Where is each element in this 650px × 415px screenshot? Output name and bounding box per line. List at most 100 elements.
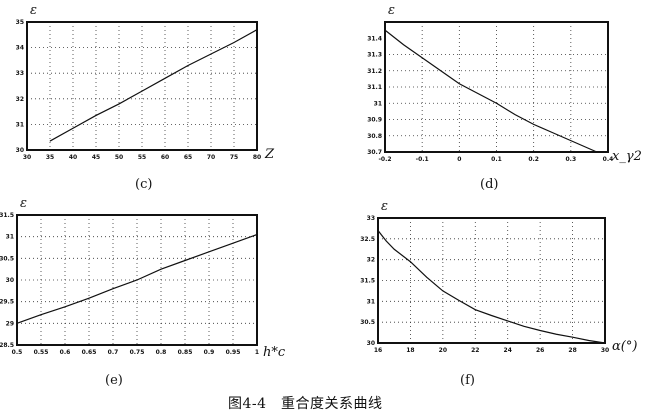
data-point [393, 248, 395, 250]
series-line [49, 29, 258, 142]
data-point [421, 57, 423, 59]
panel-label: (f) [460, 373, 475, 388]
data-point [458, 300, 460, 301]
x-axis-label: α(°) [612, 339, 637, 354]
plot-frame [26, 21, 258, 151]
data-point [539, 330, 541, 331]
x-tick-label: 26 [536, 347, 544, 354]
plot-frame [377, 217, 606, 344]
y-tick-label: 31.5 [360, 278, 375, 285]
y-tick-label: 30.8 [367, 133, 382, 140]
data-point [570, 140, 572, 141]
y-tick-label: 30 [6, 277, 14, 284]
data-point [442, 290, 444, 292]
x-tick-label: 28 [568, 347, 576, 354]
y-tick-label: 30 [367, 340, 375, 347]
x-tick-label: 50 [115, 154, 123, 161]
panel-label: (e) [105, 373, 123, 388]
x-tick-label: 0.4 [603, 156, 614, 163]
y-tick-label: 29 [6, 320, 14, 327]
data-point [208, 251, 210, 253]
data-point [160, 268, 162, 270]
x-tick-label: 20 [439, 347, 447, 354]
x-tick-label: 35 [46, 154, 54, 161]
data-point [604, 342, 606, 344]
x-tick-label: 75 [230, 154, 238, 161]
y-tick-label: 30.9 [367, 117, 382, 124]
data-point [514, 114, 516, 115]
x-tick-label: 30 [23, 154, 31, 161]
y-axis-label: ε [388, 3, 395, 18]
data-point [136, 279, 138, 281]
x-tick-label: 45 [92, 154, 100, 161]
x-axis-label: x_γ2 [612, 149, 642, 164]
data-point [440, 70, 442, 72]
data-point [523, 326, 525, 327]
x-axis-label: h*c [263, 345, 286, 360]
y-tick-label: 31.5 [0, 212, 14, 219]
y-tick-label: 29.5 [0, 299, 14, 306]
x-tick-label: 0.7 [108, 349, 119, 356]
data-point [377, 230, 379, 231]
x-tick-label: 24 [504, 347, 512, 354]
data-point [384, 29, 386, 31]
x-axis-label: Z [264, 147, 275, 162]
series-line [384, 29, 598, 153]
x-tick-label: 0.3 [566, 156, 577, 163]
x-tick-label: -0.1 [416, 156, 429, 163]
data-point [410, 261, 411, 263]
data-point [95, 115, 97, 116]
data-point [141, 90, 143, 92]
data-point [184, 260, 186, 261]
x-tick-label: 0 [457, 156, 461, 163]
data-point [112, 288, 114, 289]
data-point [72, 127, 74, 129]
data-point [232, 242, 234, 244]
y-tick-label: 33 [367, 215, 375, 222]
y-tick-label: 31.3 [367, 52, 382, 59]
plot-frame [384, 21, 609, 153]
data-point [474, 309, 476, 310]
x-tick-label: 0.65 [82, 349, 97, 356]
data-point [233, 42, 235, 43]
x-tick-label: 0.55 [34, 349, 49, 356]
x-tick-label: 80 [253, 154, 261, 161]
data-point [256, 234, 258, 235]
x-tick-label: 0.5 [12, 349, 23, 356]
data-point [187, 65, 189, 66]
data-point [118, 103, 120, 105]
y-tick-label: 31 [6, 234, 14, 241]
y-tick-label: 31 [374, 100, 382, 107]
data-point [572, 336, 573, 338]
x-tick-label: 55 [138, 154, 146, 161]
x-tick-label: 65 [184, 154, 192, 161]
data-point [496, 102, 497, 104]
figure-caption: 图4-4 重合度关系曲线 [228, 396, 383, 412]
panel-label: (c) [135, 177, 152, 192]
data-point [403, 44, 404, 46]
x-tick-label: 0.95 [226, 349, 241, 356]
panel-label: (d) [480, 177, 498, 192]
data-point [507, 320, 509, 322]
data-point [49, 140, 51, 142]
x-tick-label: 0.8 [156, 349, 167, 356]
data-point [426, 276, 427, 278]
data-point [256, 29, 258, 30]
y-tick-label: 31.1 [367, 84, 382, 91]
data-point [596, 151, 598, 153]
y-tick-label: 31.2 [367, 68, 382, 75]
data-point [491, 315, 492, 316]
y-tick-label: 34 [16, 45, 24, 52]
data-point [164, 78, 166, 79]
data-point [551, 132, 553, 133]
plot-frame [16, 214, 258, 346]
y-tick-label: 31 [16, 121, 24, 128]
y-tick-label: 30.7 [367, 149, 382, 156]
data-point [477, 93, 479, 94]
x-tick-label: 18 [406, 347, 414, 354]
data-point [385, 240, 387, 242]
y-tick-label: 31.4 [367, 35, 382, 42]
y-tick-label: 33 [16, 70, 24, 77]
